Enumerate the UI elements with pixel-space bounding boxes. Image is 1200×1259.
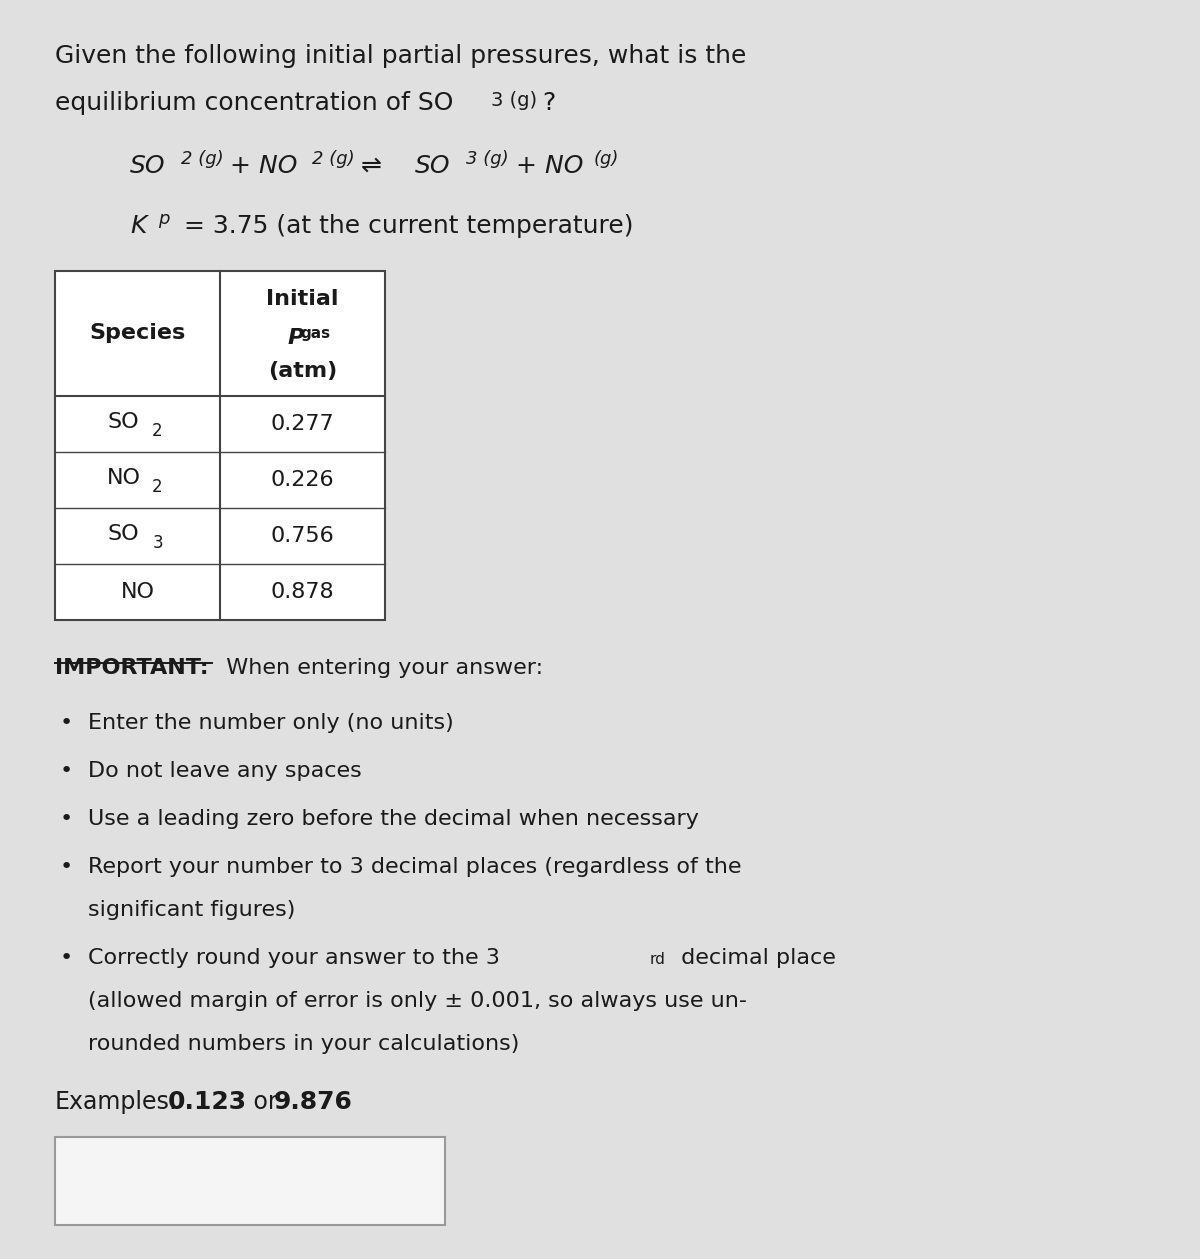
Text: 2: 2 [152, 422, 163, 439]
Text: (allowed margin of error is only ± 0.001, so always use un-: (allowed margin of error is only ± 0.001… [88, 991, 746, 1011]
Text: Given the following initial partial pressures, what is the: Given the following initial partial pres… [55, 44, 746, 68]
Text: SO: SO [108, 412, 139, 432]
Text: (g): (g) [594, 150, 619, 167]
Text: NO: NO [120, 582, 155, 602]
Text: •: • [60, 857, 73, 878]
Text: 0.756: 0.756 [271, 526, 335, 546]
Text: IMPORTANT:: IMPORTANT: [55, 658, 209, 679]
Text: NO: NO [107, 468, 140, 488]
Text: decimal place: decimal place [674, 948, 836, 968]
Text: 3 (g): 3 (g) [491, 91, 538, 110]
Text: 2 (g): 2 (g) [312, 150, 355, 167]
Text: 0.123: 0.123 [168, 1090, 247, 1114]
Text: 9.876: 9.876 [274, 1090, 353, 1114]
Text: rounded numbers in your calculations): rounded numbers in your calculations) [88, 1034, 520, 1054]
Text: •: • [60, 713, 73, 733]
Text: + NO: + NO [508, 154, 583, 178]
Text: equilibrium concentration of SO: equilibrium concentration of SO [55, 91, 454, 115]
Text: P: P [288, 329, 304, 347]
Bar [55, 1137, 445, 1225]
Text: Initial: Initial [266, 290, 338, 308]
Text: When entering your answer:: When entering your answer: [212, 658, 544, 679]
Text: 2: 2 [152, 478, 163, 496]
Text: Correctly round your answer to the 3: Correctly round your answer to the 3 [88, 948, 500, 968]
Text: •: • [60, 810, 73, 828]
Text: Examples:: Examples: [55, 1090, 178, 1114]
Text: 0.226: 0.226 [271, 470, 335, 490]
Text: gas: gas [300, 326, 331, 341]
Text: or: or [246, 1090, 286, 1114]
Text: ⇌: ⇌ [353, 154, 390, 178]
Text: •: • [60, 948, 73, 968]
Text: 3: 3 [152, 534, 163, 551]
Bar [55, 271, 385, 619]
Text: Report your number to 3 decimal places (regardless of the: Report your number to 3 decimal places (… [88, 857, 742, 878]
Text: 0.878: 0.878 [271, 582, 335, 602]
Text: rd: rd [650, 952, 666, 967]
Text: ?: ? [542, 91, 556, 115]
Text: Enter the number only (no units): Enter the number only (no units) [88, 713, 454, 733]
Text: SO: SO [130, 154, 166, 178]
Text: Use a leading zero before the decimal when necessary: Use a leading zero before the decimal wh… [88, 810, 698, 828]
Text: + NO: + NO [222, 154, 298, 178]
Text: p: p [158, 210, 169, 228]
Text: 3 (g): 3 (g) [466, 150, 509, 167]
Text: (atm): (atm) [268, 361, 337, 381]
Text: 0.277: 0.277 [271, 414, 335, 434]
Text: SO: SO [415, 154, 450, 178]
Text: significant figures): significant figures) [88, 900, 295, 920]
Text: Species: Species [89, 324, 186, 344]
Text: = 3.75 (at the current temperature): = 3.75 (at the current temperature) [176, 214, 634, 238]
Text: 2 (g): 2 (g) [181, 150, 223, 167]
Text: K: K [130, 214, 146, 238]
Text: SO: SO [108, 524, 139, 544]
Text: •: • [60, 760, 73, 781]
Text: Do not leave any spaces: Do not leave any spaces [88, 760, 361, 781]
